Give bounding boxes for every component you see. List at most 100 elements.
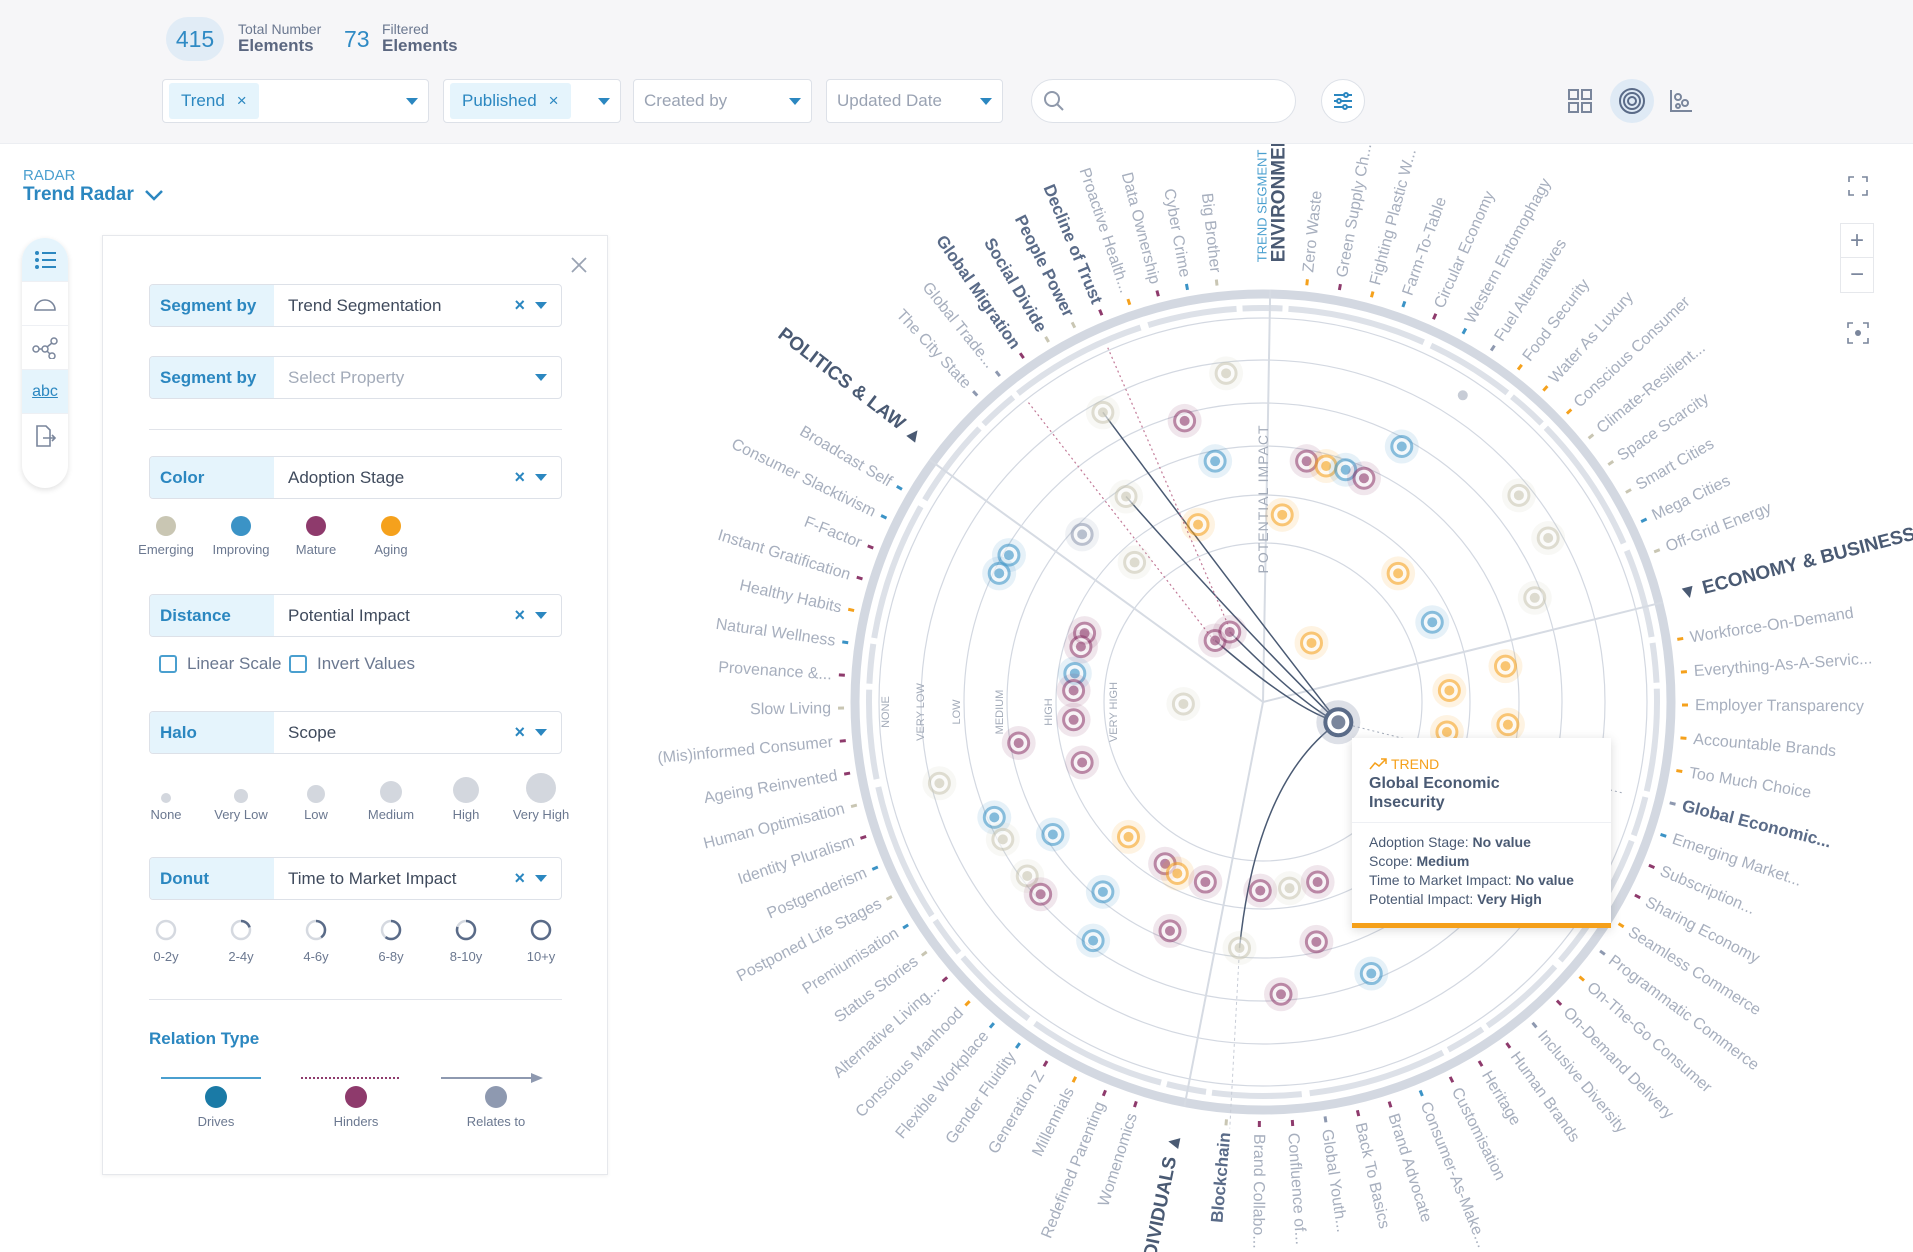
chevron-down-icon[interactable] [598, 97, 610, 105]
trend-node[interactable] [1309, 449, 1344, 484]
trend-label[interactable]: (Mis)informed Consumer [657, 734, 835, 767]
trend-node[interactable] [1166, 686, 1201, 721]
chevron-down-icon[interactable] [535, 612, 547, 619]
trend-node[interactable] [982, 556, 1017, 591]
trend-label[interactable]: Ageing Reinvented [703, 767, 839, 807]
trend-node[interactable] [1209, 356, 1244, 391]
trend-node[interactable] [1056, 702, 1091, 737]
chevron-down-icon[interactable] [535, 474, 547, 481]
trend-label[interactable]: Zero Waste [1300, 190, 1325, 274]
filter-settings-button[interactable] [1321, 79, 1365, 123]
clear-icon[interactable]: × [514, 295, 525, 315]
fullscreen-button[interactable] [1843, 171, 1873, 201]
trend-node[interactable] [1085, 395, 1120, 430]
trend-label[interactable]: Everything-As-A-Servic... [1693, 650, 1872, 680]
trend-label[interactable]: Global Youth... [1318, 1128, 1350, 1233]
trend-node[interactable] [1490, 707, 1525, 742]
segment-label[interactable]: INDIVIDUALS ▲ [1136, 1131, 1186, 1252]
trend-label[interactable]: Consumer Slacktivism [729, 436, 879, 521]
trend-node[interactable] [1109, 479, 1144, 514]
zoom-in-button[interactable]: + [1841, 224, 1873, 258]
trend-label[interactable]: Back To Basics [1352, 1121, 1393, 1230]
trend-node[interactable] [1152, 913, 1187, 948]
chevron-down-icon[interactable] [535, 729, 547, 736]
radar-selector[interactable]: Trend Radar [23, 184, 164, 206]
trend-node[interactable] [1488, 649, 1523, 684]
segment-by-row[interactable]: Segment by Trend Segmentation × [149, 284, 562, 327]
linear-scale-checkbox[interactable]: Linear Scale [159, 654, 282, 674]
search-input[interactable] [1031, 79, 1296, 123]
trend-label[interactable]: Flexible Workplace [893, 1028, 993, 1142]
trend-node[interactable] [1243, 873, 1278, 908]
created-by-filter[interactable]: Created by [633, 79, 812, 123]
arc-settings-tab[interactable] [22, 282, 68, 326]
halo-row[interactable]: Halo Scope × [149, 711, 562, 754]
chevron-down-icon[interactable] [535, 374, 547, 381]
updated-date-filter[interactable]: Updated Date [826, 79, 1003, 123]
trend-node[interactable] [1198, 444, 1233, 479]
list-settings-tab[interactable] [22, 238, 68, 282]
clear-icon[interactable]: × [514, 722, 525, 742]
zoom-out-button[interactable]: − [1841, 258, 1873, 292]
trend-node[interactable] [1111, 819, 1146, 854]
chevron-down-icon[interactable] [406, 97, 418, 105]
trend-label[interactable]: Natural Wellness [715, 616, 837, 650]
segment-by-2-row[interactable]: Segment by Select Property [149, 356, 562, 399]
trend-node[interactable] [922, 766, 957, 801]
trend-node[interactable] [1294, 625, 1329, 660]
trend-node[interactable] [1272, 871, 1307, 906]
clear-icon[interactable]: × [514, 605, 525, 625]
trend-node[interactable] [1384, 429, 1419, 464]
trend-label[interactable]: Alternative Living... [830, 980, 943, 1082]
invert-values-checkbox[interactable]: Invert Values [289, 654, 415, 674]
trend-label[interactable]: Provenance &... [718, 659, 833, 683]
chevron-down-icon[interactable] [980, 97, 992, 105]
clear-icon[interactable]: × [514, 467, 525, 487]
trend-radar-chart[interactable]: NONE VERY LOW LOW MEDIUM HIGH VERY HIGH POTENT… [0, 144, 1913, 1252]
trend-label[interactable]: Heritage [1478, 1068, 1524, 1129]
segment-label[interactable]: POLITICS & LAW ▲ [774, 324, 928, 449]
trend-node[interactable] [1299, 924, 1334, 959]
trend-node[interactable] [1076, 923, 1111, 958]
trend-node[interactable] [1035, 817, 1070, 852]
trend-node[interactable] [1457, 390, 1468, 401]
scatter-view-icon[interactable] [1664, 84, 1698, 118]
trend-node[interactable] [1181, 507, 1216, 542]
trend-node[interactable] [1300, 865, 1335, 900]
trend-label[interactable]: Seamless Commerce [1625, 924, 1764, 1019]
trend-label[interactable]: Green Supply Ch... [1334, 144, 1376, 279]
trend-node[interactable] [1381, 556, 1416, 591]
focused-trend-node[interactable] [1316, 700, 1361, 745]
trend-node[interactable] [1264, 977, 1298, 1012]
network-settings-tab[interactable] [22, 326, 68, 370]
trend-label[interactable]: Big Brother [1198, 192, 1224, 274]
trend-node[interactable] [1265, 497, 1300, 532]
grid-view-icon[interactable] [1563, 84, 1597, 118]
trend-node[interactable] [1432, 673, 1467, 708]
trend-label[interactable]: Workforce-On-Demand [1689, 605, 1855, 646]
trend-node[interactable] [977, 800, 1012, 835]
radar-view-icon[interactable] [1610, 79, 1654, 123]
trend-node[interactable] [1117, 545, 1152, 580]
chevron-down-icon[interactable] [535, 302, 547, 309]
remove-chip-icon[interactable]: × [236, 91, 247, 110]
trend-label[interactable]: Slow Living [750, 700, 831, 718]
trend-label[interactable]: Brand Collabo... [1249, 1134, 1267, 1249]
trend-node[interactable] [1289, 444, 1324, 479]
trend-label[interactable]: Employer Transparency [1695, 697, 1864, 715]
color-row[interactable]: Color Adoption Stage × [149, 456, 562, 499]
trend-node[interactable] [1517, 580, 1552, 615]
trend-node[interactable] [1065, 745, 1100, 780]
trend-label[interactable]: Inclusive Diversity [1534, 1028, 1629, 1137]
trend-node[interactable] [1001, 725, 1036, 760]
trend-label[interactable]: Western Entomophagy [1462, 176, 1554, 327]
clear-icon[interactable]: × [514, 868, 525, 888]
trend-node[interactable] [1222, 930, 1257, 965]
distance-row[interactable]: Distance Potential Impact × [149, 594, 562, 637]
remove-chip-icon[interactable]: × [548, 91, 559, 110]
trend-label[interactable]: Blockchain [1207, 1131, 1234, 1223]
trend-node[interactable] [1531, 521, 1566, 556]
trend-label[interactable]: Too Much Choice [1688, 765, 1813, 802]
donut-row[interactable]: Donut Time to Market Impact × [149, 857, 562, 900]
trend-label[interactable]: Womenomics [1096, 1111, 1141, 1208]
